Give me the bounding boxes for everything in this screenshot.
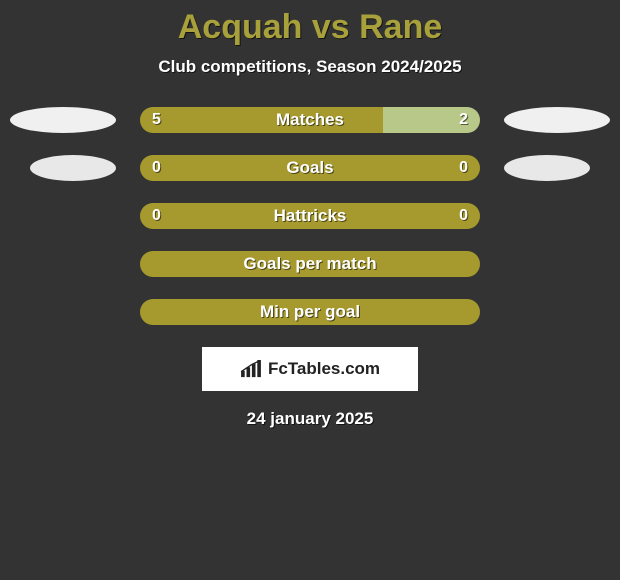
spacer — [10, 299, 116, 325]
spacer — [504, 299, 610, 325]
spacer — [504, 203, 610, 229]
date-label: 24 january 2025 — [0, 409, 620, 429]
stat-bar-single: Min per goal — [140, 299, 480, 325]
stat-bar-single: Goals per match — [140, 251, 480, 277]
stat-label: Goals — [140, 155, 480, 181]
stat-bar: 00Hattricks — [140, 203, 480, 229]
player-left-oval — [30, 155, 116, 181]
stat-label: Hattricks — [140, 203, 480, 229]
spacer — [10, 203, 116, 229]
brand-badge: FcTables.com — [202, 347, 418, 391]
player-right-oval — [504, 155, 590, 181]
stat-label: Matches — [140, 107, 480, 133]
stat-bar: 52Matches — [140, 107, 480, 133]
stat-row: Min per goal — [0, 299, 620, 325]
player-right-oval — [504, 107, 610, 133]
stat-row: 00Goals — [0, 155, 620, 181]
page-subtitle: Club competitions, Season 2024/2025 — [0, 57, 620, 77]
stats-container: 52Matches 00Goals 00Hattricks Goals per mat… — [0, 107, 620, 325]
stat-row: 52Matches — [0, 107, 620, 133]
player-left-oval — [10, 107, 116, 133]
page-title: Acquah vs Rane — [0, 0, 620, 47]
spacer — [504, 251, 610, 277]
stat-row: 00Hattricks — [0, 203, 620, 229]
bar-chart-icon — [240, 360, 262, 378]
spacer — [10, 251, 116, 277]
stat-bar: 00Goals — [140, 155, 480, 181]
stat-row: Goals per match — [0, 251, 620, 277]
brand-text: FcTables.com — [268, 359, 380, 379]
